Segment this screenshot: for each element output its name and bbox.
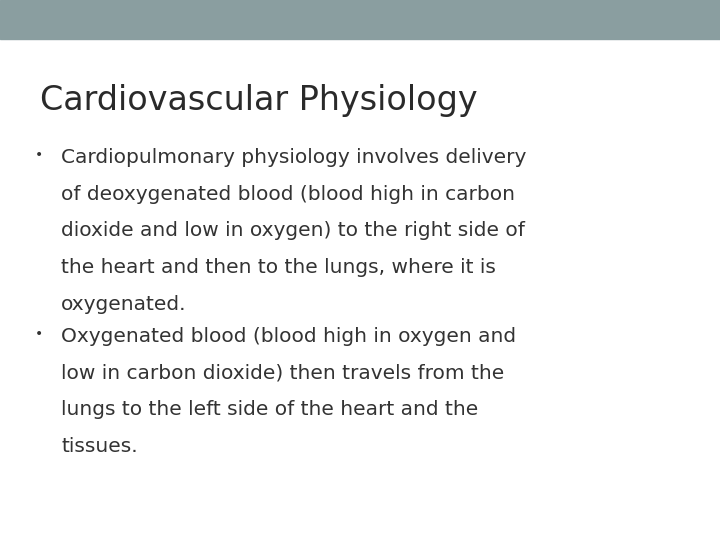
Text: Cardiovascular Physiology: Cardiovascular Physiology <box>40 84 477 117</box>
Text: oxygenated.: oxygenated. <box>61 295 186 314</box>
Text: Cardiopulmonary physiology involves delivery: Cardiopulmonary physiology involves deli… <box>61 148 526 167</box>
Text: •: • <box>35 148 42 162</box>
Text: low in carbon dioxide) then travels from the: low in carbon dioxide) then travels from… <box>61 363 505 382</box>
Bar <box>0 0 720 39</box>
Text: •: • <box>35 327 42 341</box>
Text: tissues.: tissues. <box>61 437 138 456</box>
Text: of deoxygenated blood (blood high in carbon: of deoxygenated blood (blood high in car… <box>61 185 516 204</box>
Text: lungs to the left side of the heart and the: lungs to the left side of the heart and … <box>61 400 479 419</box>
Text: dioxide and low in oxygen) to the right side of: dioxide and low in oxygen) to the right … <box>61 221 525 240</box>
Text: the heart and then to the lungs, where it is: the heart and then to the lungs, where i… <box>61 258 496 277</box>
Text: Oxygenated blood (blood high in oxygen and: Oxygenated blood (blood high in oxygen a… <box>61 327 516 346</box>
